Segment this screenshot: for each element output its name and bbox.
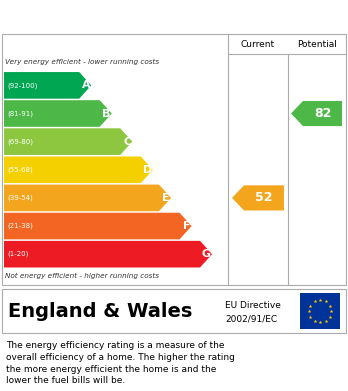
Polygon shape xyxy=(4,241,212,267)
Text: 82: 82 xyxy=(314,107,331,120)
Text: B: B xyxy=(102,109,111,118)
Text: (69-80): (69-80) xyxy=(7,138,33,145)
Bar xyxy=(300,293,340,329)
Text: Not energy efficient - higher running costs: Not energy efficient - higher running co… xyxy=(5,273,159,279)
Text: C: C xyxy=(123,136,131,147)
Polygon shape xyxy=(4,72,91,99)
Text: The energy efficiency rating is a measure of the
overall efficiency of a home. T: The energy efficiency rating is a measur… xyxy=(6,341,235,386)
Polygon shape xyxy=(291,101,342,126)
Text: (21-38): (21-38) xyxy=(7,223,33,229)
Text: (81-91): (81-91) xyxy=(7,110,33,117)
Polygon shape xyxy=(4,156,153,183)
Text: EU Directive: EU Directive xyxy=(225,301,281,310)
Text: Energy Efficiency Rating: Energy Efficiency Rating xyxy=(10,7,239,25)
Text: G: G xyxy=(202,249,211,259)
Text: England & Wales: England & Wales xyxy=(8,301,192,321)
Text: F: F xyxy=(183,221,191,231)
Text: Current: Current xyxy=(241,39,275,48)
Text: A: A xyxy=(81,81,90,90)
Polygon shape xyxy=(4,100,112,127)
Polygon shape xyxy=(4,128,132,155)
Text: (39-54): (39-54) xyxy=(7,195,33,201)
Text: (55-68): (55-68) xyxy=(7,167,33,173)
Polygon shape xyxy=(4,213,191,239)
Text: 52: 52 xyxy=(255,192,273,204)
Text: (92-100): (92-100) xyxy=(7,82,37,89)
Text: Very energy efficient - lower running costs: Very energy efficient - lower running co… xyxy=(5,59,159,65)
Polygon shape xyxy=(4,185,171,211)
Text: E: E xyxy=(163,193,170,203)
Text: Potential: Potential xyxy=(297,39,337,48)
Text: D: D xyxy=(143,165,152,175)
Text: 2002/91/EC: 2002/91/EC xyxy=(225,314,277,324)
Polygon shape xyxy=(232,185,284,210)
Text: (1-20): (1-20) xyxy=(7,251,29,257)
